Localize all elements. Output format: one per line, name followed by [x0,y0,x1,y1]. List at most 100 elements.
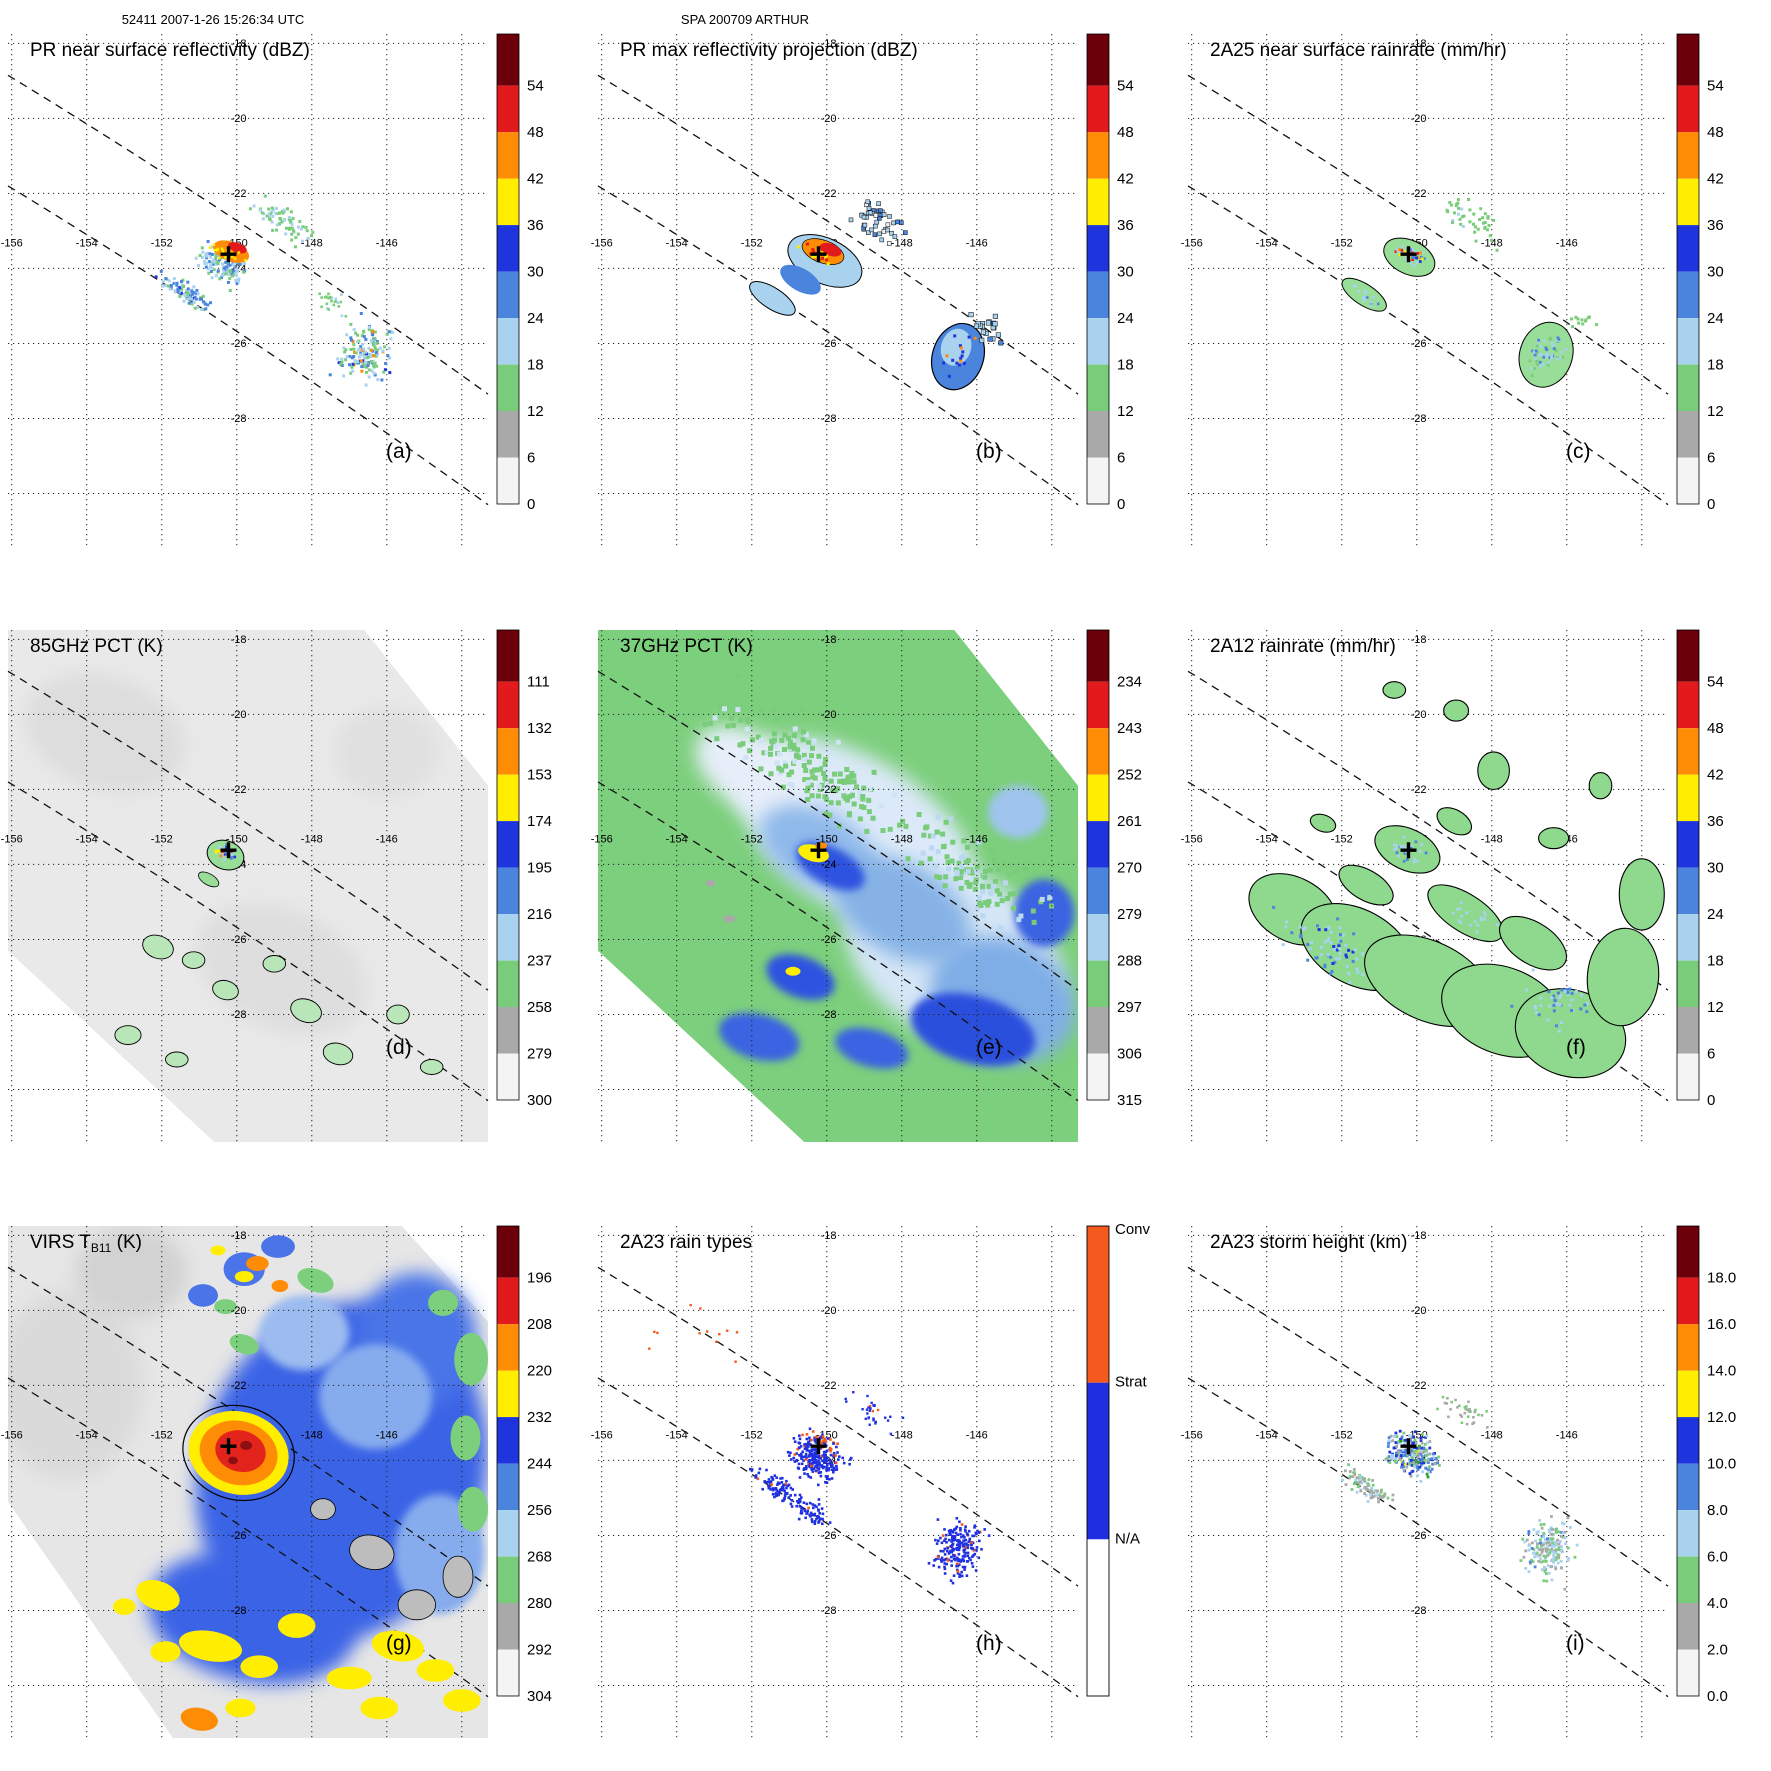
colorbar-tick: 258 [527,999,552,1016]
orbit-timestamp: 52411 2007-1-26 15:26:34 UTC [121,12,305,27]
lat-grid-label: -28 [821,1009,837,1021]
colorbar-tick: 132 [527,720,552,737]
pr-swath-edge [1187,185,1669,506]
colorbar-h: Conv Strat N/A [1086,1221,1151,1697]
pr-swath-edge [597,670,1079,991]
colorbar-tick: 232 [527,1409,552,1426]
storm-center-marker [810,246,827,263]
colorbar-tick: 279 [527,1046,552,1063]
colorbar-tick: 16.0 [1707,1316,1736,1333]
colorbar-tick: 24 [527,310,544,327]
colorbar-tick: 237 [527,953,552,970]
storm-center-marker [220,842,237,859]
map-f: -156-154-152-150-148-146-18-20-22-24-26-… [1181,630,1669,1142]
colorbar-tick: 6.0 [1707,1549,1728,1566]
colorbar-i: 18.0 16.0 14.0 12.0 10.0 8.0 6.0 4.0 2.0 0.0 [1676,1225,1736,1705]
storm-center-marker [220,1438,237,1455]
lon-grid-label: -156 [591,1430,613,1442]
lon-grid-label: -152 [741,1430,763,1442]
lon-grid-label: -156 [1,834,23,846]
colorbar-tick: 0 [1707,496,1715,513]
lat-grid-label: -24 [821,859,837,871]
colorbar-tick: 300 [527,1092,552,1109]
colorbar-tick: 270 [1117,860,1142,877]
colorbar-tick: 54 [527,78,544,95]
lat-grid-label: -28 [821,1605,837,1617]
panel-letter-g: (g) [386,1632,412,1655]
colorbar-tick: 8.0 [1707,1502,1728,1519]
colorbar-tick: 111 [527,674,550,691]
colorbar-g: 196 208 220 232 244 256 268 280 292 304 [496,1225,552,1705]
lon-grid-label: -148 [301,238,323,250]
lat-grid-label: -26 [821,338,837,350]
lon-grid-label: -146 [966,1430,988,1442]
storm-title: SPA 200709 ARTHUR [680,12,810,27]
lat-grid-label: -18 [1411,1230,1427,1242]
colorbar-tick: 261 [1117,813,1142,830]
colorbar-tick: 2.0 [1707,1642,1728,1659]
pr-swath-edge [1187,1377,1669,1698]
lat-grid-label: -22 [1411,188,1427,200]
colorbar-tick: 42 [1117,171,1134,188]
colorbar-tick: 297 [1117,999,1142,1016]
colorbar-tick: 48 [527,124,544,141]
storm-center-marker [1400,842,1417,859]
colorbar-a: 54 48 42 36 30 24 18 12 6 0 [496,33,544,513]
lat-grid-label: -18 [1411,634,1427,646]
colorbar-tick: 315 [1117,1092,1142,1109]
lat-grid-label: -18 [821,38,837,50]
colorbar-tick: 48 [1707,124,1724,141]
panel-title-c: 2A25 near surface rainrate (mm/hr) [1210,40,1507,61]
colorbar-b: 54 48 42 36 30 24 18 12 6 0 [1086,33,1134,513]
lat-grid-label: -26 [1411,1530,1427,1542]
colorbar-tick: 24 [1707,906,1724,923]
panel-e: -156 -154 -152 -150 -148 -146 -18 -20 -22 -24 -26-… [591,629,1188,1142]
colorbar-tick: 4.0 [1707,1595,1728,1612]
lon-grid-label: -146 [376,1430,398,1442]
lat-grid-label: -18 [821,634,837,646]
lon-grid-label: -146 [1556,1430,1578,1442]
panel-title-i: 2A23 storm height (km) [1210,1232,1408,1253]
panel-title-g: VIRS TB11 (K) [30,1232,142,1255]
colorbar-tick: 18.0 [1707,1270,1736,1287]
lat-grid-label: -20 [231,1305,247,1317]
lon-grid-label: -148 [301,834,323,846]
colorbar-tick: 24 [1117,310,1134,327]
lat-grid-label: -26 [821,934,837,946]
storm-center-marker [1400,1438,1417,1455]
pr-swath-edge [7,670,489,991]
panel-grid: -156-154-152-150-148-146-18-20-22-24-26-… [1,33,1771,1738]
lat-grid-label: -28 [1411,1605,1427,1617]
pr-swath-edge [597,781,1079,1102]
lat-grid-label: -28 [231,413,247,425]
lon-grid-label: -156 [591,834,613,846]
colorbar-tick: 252 [1117,767,1142,784]
colorbar-tick: 304 [527,1688,552,1705]
map-b: -156-154-152-150-148-146-18-20-22-24-26-… [591,34,1079,546]
lon-grid-label: -154 [76,238,98,250]
lon-grid-label: -146 [376,834,398,846]
lon-grid-label: -152 [741,834,763,846]
colorbar-tick: 244 [527,1456,552,1473]
lat-grid-label: -20 [1411,1305,1427,1317]
map-e: -156 -154 -152 -150 -148 -146-18-20-22-24-26-… [591,630,1079,1142]
panel-letter-c: (c) [1566,440,1591,463]
lon-grid-label: -152 [151,1430,173,1442]
lat-grid-label: -22 [821,188,837,200]
colorbar-tick: 36 [1707,217,1724,234]
panel-f: -156-154-152-150-148-146-18-20-22-24-26-… [1181,629,1771,1142]
colorbar-tick: 0.0 [1707,1688,1728,1705]
map-d: -156-154-152-150-148-146-18-20-22-24-26-… [1,630,489,1142]
lon-grid-label: -156 [591,238,613,250]
lon-grid-label: -152 [151,238,173,250]
colorbar-c: 54 48 42 36 30 24 18 12 6 0 [1676,33,1724,513]
colorbar-tick: 54 [1707,674,1724,691]
lon-grid-label: -156 [1,1430,23,1442]
colorbar-tick: 30 [527,264,544,281]
panel-letter-a: (a) [386,440,412,463]
colorbar-tick: 196 [527,1270,552,1287]
lat-grid-label: -18 [821,1230,837,1242]
colorbar-tick: 12 [1707,403,1724,420]
panel-letter-h: (h) [976,1632,1002,1655]
